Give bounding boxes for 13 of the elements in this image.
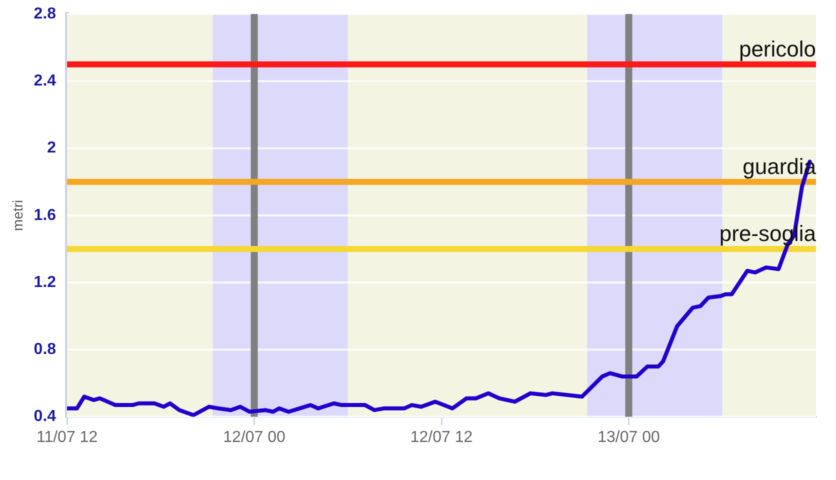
x-tick-label: 12/07 12 xyxy=(410,428,473,446)
y-tick-label: 0.4 xyxy=(34,408,56,426)
y-tick-label: 0.8 xyxy=(34,341,56,358)
x-tick-label: 12/07 00 xyxy=(223,428,286,446)
y-tick-label: 1.2 xyxy=(34,274,56,291)
y-tick-label: 1.6 xyxy=(34,206,56,224)
y-tick-label: 2 xyxy=(47,140,56,157)
y-tick-label: 2.8 xyxy=(34,5,56,22)
y-axis-title: metri xyxy=(9,200,26,231)
x-tick-label: 11/07 12 xyxy=(36,428,98,446)
y-tick-label: 2.4 xyxy=(34,72,56,90)
ref-line-label: pericolo xyxy=(738,36,816,62)
x-tick-label: 13/07 00 xyxy=(598,428,660,446)
